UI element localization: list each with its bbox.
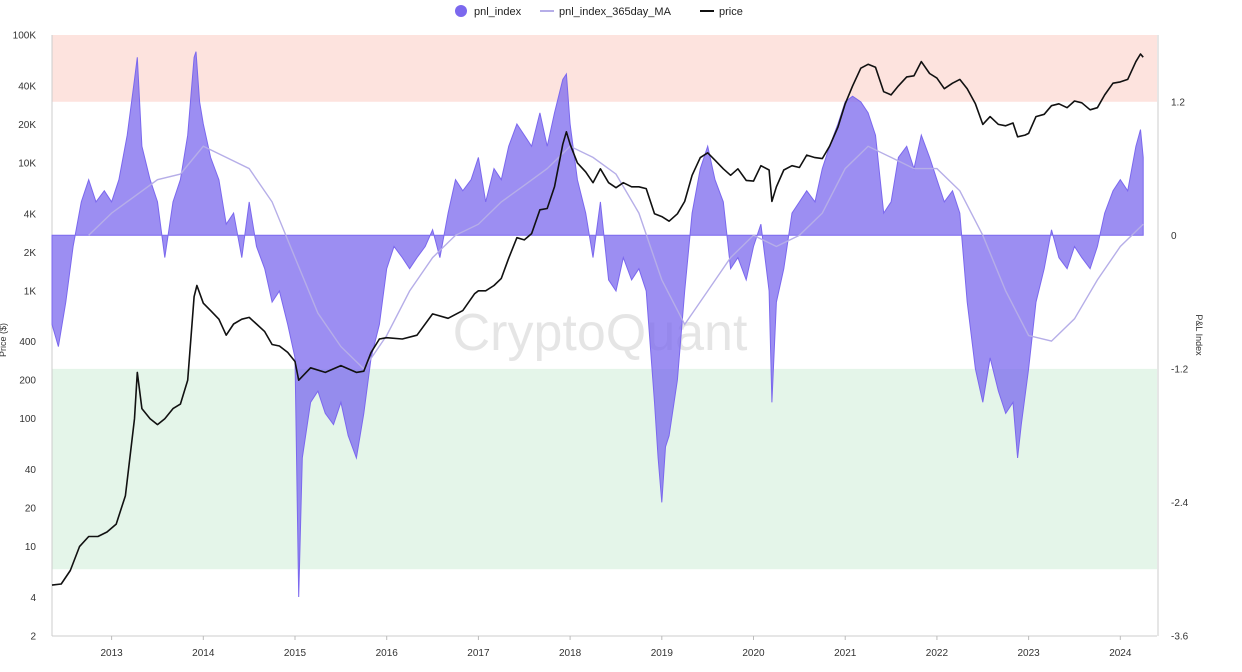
right-tick-label: 1.2 — [1171, 97, 1185, 108]
series-pnl-index-area — [51, 51, 1144, 598]
left-tick-label: 20K — [18, 120, 36, 131]
right-tick-label: -1.2 — [1171, 364, 1189, 375]
background-zones — [52, 35, 1157, 570]
left-axis: 2 4 10 20 40 100 200 400 1K 2K 4K 10K 20K 40K 100K Pric… — [0, 31, 53, 643]
zone-undervalued — [52, 368, 1157, 570]
legend-label: pnl_index — [474, 6, 522, 18]
left-tick-label: 200 — [19, 376, 36, 387]
left-tick-label: 10K — [18, 158, 36, 169]
right-tick-label: -3.6 — [1171, 632, 1189, 643]
left-tick-label: 10 — [25, 542, 37, 553]
left-tick-label: 4K — [24, 209, 37, 220]
watermark: CryptoQuant — [453, 304, 748, 362]
x-tick-label: 2015 — [284, 648, 307, 659]
series-price-line — [51, 53, 1144, 586]
left-axis-title: Price ($) — [0, 323, 8, 357]
legend-item-pnl-index[interactable]: pnl_index — [455, 5, 522, 18]
left-tick-label: 100K — [13, 31, 37, 42]
legend-swatch — [455, 5, 467, 17]
x-tick-label: 2013 — [100, 648, 123, 659]
left-tick-label: 400 — [19, 337, 36, 348]
left-tick-label: 40K — [18, 81, 36, 92]
zone-overheated — [52, 35, 1157, 102]
legend-label: pnl_index_365day_MA — [559, 6, 672, 18]
legend-label: price — [719, 6, 743, 18]
legend: pnl_index pnl_index_365day_MA price — [455, 5, 743, 18]
x-axis: 2013 2014 2015 2016 2017 2018 2019 2020 2021 2022… — [52, 635, 1157, 659]
x-tick-label: 2014 — [192, 648, 215, 659]
series-pnl-ma-line — [88, 145, 1144, 370]
x-tick-label: 2023 — [1017, 648, 1040, 659]
left-tick-label: 100 — [19, 414, 36, 425]
legend-item-pnl-index-365day-MA[interactable]: pnl_index_365day_MA — [540, 6, 672, 18]
x-tick-label: 2024 — [1109, 648, 1132, 659]
x-tick-label: 2018 — [559, 648, 582, 659]
left-tick-label: 40 — [25, 465, 37, 476]
right-tick-label: -2.4 — [1171, 498, 1189, 509]
x-tick-label: 2022 — [926, 648, 949, 659]
left-tick-label: 2 — [30, 632, 36, 643]
left-tick-label: 4 — [30, 593, 36, 604]
series-layer — [51, 51, 1144, 598]
left-tick-label: 1K — [24, 286, 37, 297]
left-tick-label: 20 — [25, 504, 37, 515]
legend-item-price[interactable]: price — [700, 6, 743, 18]
right-axis-title: P&L Index — [1194, 314, 1204, 356]
x-tick-label: 2020 — [742, 648, 765, 659]
left-tick-label: 2K — [24, 248, 37, 259]
right-axis: -3.6 -2.4 -1.2 0 1.2 P&L Index — [1157, 35, 1204, 643]
x-tick-label: 2016 — [376, 648, 399, 659]
x-tick-label: 2017 — [467, 648, 490, 659]
x-tick-label: 2021 — [834, 648, 857, 659]
x-tick-label: 2019 — [651, 648, 674, 659]
right-tick-label: 0 — [1171, 231, 1177, 242]
